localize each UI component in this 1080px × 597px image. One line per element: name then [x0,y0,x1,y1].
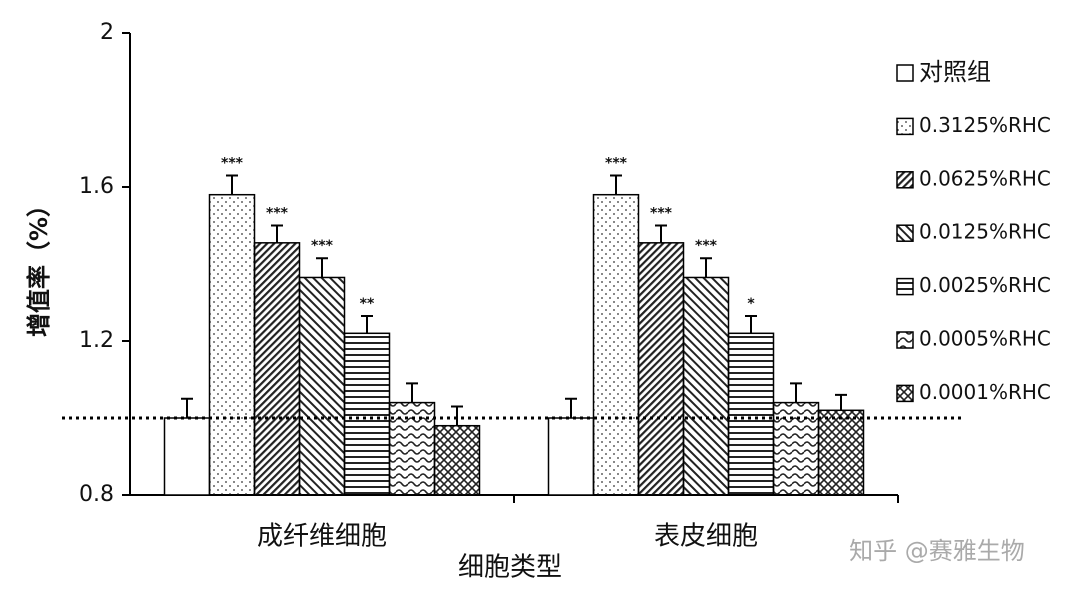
significance-label: *** [221,155,244,171]
error-bar [610,174,622,195]
error-bar [271,224,283,243]
significance-label: *** [650,206,673,222]
legend-label: 0.0625%RHC [919,166,1051,190]
bar [592,193,640,496]
error-bar [361,314,373,334]
error-bar [745,314,757,334]
legend-label: 0.0001%RHC [919,380,1051,404]
legend-swatch [896,117,914,136]
bar [727,332,775,496]
legend-label: 对照组 [919,58,991,86]
error-bar [835,393,847,411]
y-tick-label: 0.8 [79,482,114,507]
y-axis-title: 增值率（%） [25,193,53,337]
bar [388,401,436,496]
significance-label: *** [695,238,718,254]
error-bar [700,257,712,278]
legend-swatch [896,331,914,349]
bar [637,242,685,496]
bar [253,242,301,496]
error-bar [565,397,577,418]
legend-label: 0.3125%RHC [919,113,1051,137]
bar [163,417,211,496]
bar [547,417,595,496]
error-bar [451,405,463,426]
error-bar [406,382,418,403]
error-bar [790,382,802,403]
legend-label: 0.0125%RHC [919,220,1051,244]
significance-label: *** [311,238,334,254]
x-axis-title: 细胞类型 [458,553,562,583]
legend-swatch [896,277,914,296]
bar [817,409,865,496]
bar [682,276,730,496]
legend-swatch [896,224,914,242]
bar [433,424,481,496]
legend-label: 0.0005%RHC [919,327,1051,351]
legend-swatch [896,171,914,189]
error-bar [181,397,193,418]
bar [343,332,391,496]
legend-swatch [896,384,914,403]
x-tick-label: 表皮细胞 [654,522,758,552]
bar [772,401,820,496]
significance-label: * [747,296,755,312]
bar [208,193,256,496]
x-tick-label: 成纤维细胞 [257,522,387,552]
error-bar [316,257,328,278]
legend-label: 0.0025%RHC [919,273,1051,297]
legend-swatch [896,64,914,82]
y-tick-label: 2 [100,20,114,45]
y-tick-label: 1.6 [79,174,114,199]
significance-label: *** [605,155,628,171]
y-tick-label: 1.2 [79,328,114,353]
significance-label: *** [266,206,289,222]
error-bar [655,224,667,243]
bar [298,276,346,496]
significance-label: ** [360,296,375,312]
error-bar [226,174,238,195]
watermark: 知乎 @赛雅生物 [849,537,1025,565]
